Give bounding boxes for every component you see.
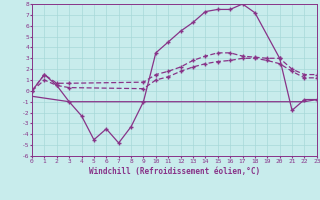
X-axis label: Windchill (Refroidissement éolien,°C): Windchill (Refroidissement éolien,°C) — [89, 167, 260, 176]
